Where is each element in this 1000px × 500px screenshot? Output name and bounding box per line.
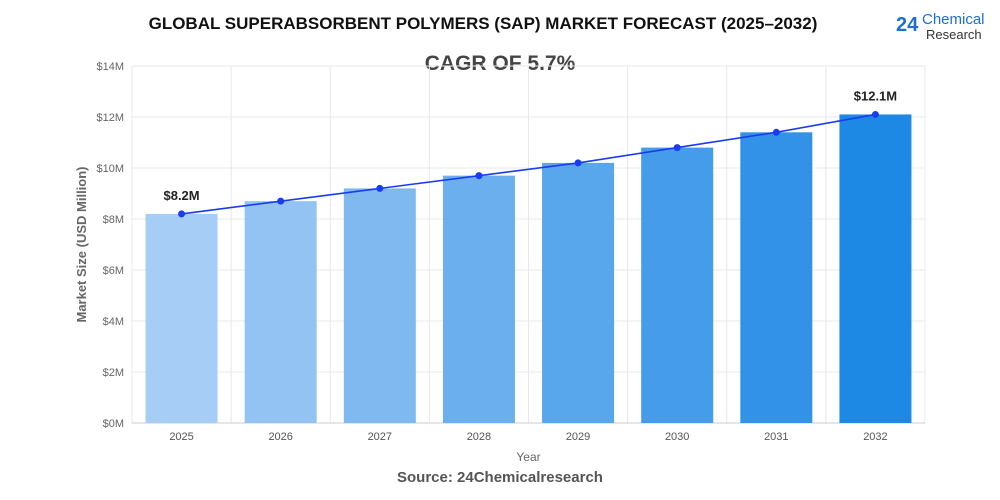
chart-title: GLOBAL SUPERABSORBENT POLYMERS (SAP) MAR… — [148, 14, 818, 33]
chart-subtitle: CAGR OF 5.7% — [424, 52, 576, 75]
x-tick-label: 2030 — [665, 431, 689, 443]
y-tick-label: $2M — [103, 367, 124, 379]
x-axis-title: Year — [516, 450, 540, 464]
x-tick-label: 2031 — [764, 431, 788, 443]
x-tick-label: 2025 — [169, 431, 193, 443]
bar-2028 — [442, 175, 515, 423]
y-tick-label: $0M — [103, 418, 124, 430]
logo-line1: Chemical — [922, 11, 985, 28]
data-label: $8.2M — [163, 188, 199, 203]
bar-2026 — [244, 201, 317, 423]
trend-point-2032 — [871, 110, 879, 118]
trend-point-2030 — [673, 144, 681, 152]
y-tick-label: $6M — [103, 265, 124, 277]
trend-point-2028 — [475, 172, 483, 180]
logo-number: 24 — [896, 14, 919, 36]
y-tick-label: $4M — [103, 316, 124, 328]
bar-2030 — [641, 147, 714, 423]
bar-2031 — [740, 132, 813, 424]
trend-line — [181, 113, 876, 215]
x-tick-label: 2027 — [368, 431, 392, 443]
x-tick-label: 2029 — [566, 431, 590, 443]
y-tick-label: $10M — [96, 163, 124, 175]
y-axis-title: Market Size (USD Million) — [74, 166, 89, 322]
bar-2032 — [839, 114, 912, 423]
bar-2025 — [145, 213, 218, 423]
trend-point-2031 — [772, 128, 780, 136]
trend-point-2025 — [178, 210, 186, 218]
source-note: Source: 24Chemicalresearch — [397, 469, 603, 486]
logo-line2: Research — [926, 27, 982, 42]
y-tick-label: $12M — [96, 112, 124, 124]
trend-point-2027 — [376, 184, 384, 192]
y-tick-label: $14M — [96, 61, 124, 73]
data-label: $12.1M — [854, 88, 897, 103]
x-tick-label: 2028 — [467, 431, 491, 443]
bar-2027 — [343, 188, 416, 423]
logo: 24 Chemical Research — [896, 8, 996, 42]
x-tick-label: 2026 — [268, 431, 292, 443]
trend-point-2026 — [277, 197, 285, 205]
bar-2029 — [542, 162, 615, 423]
y-tick-label: $8M — [103, 214, 124, 226]
x-tick-label: 2032 — [863, 431, 887, 443]
trend-point-2029 — [574, 159, 582, 167]
